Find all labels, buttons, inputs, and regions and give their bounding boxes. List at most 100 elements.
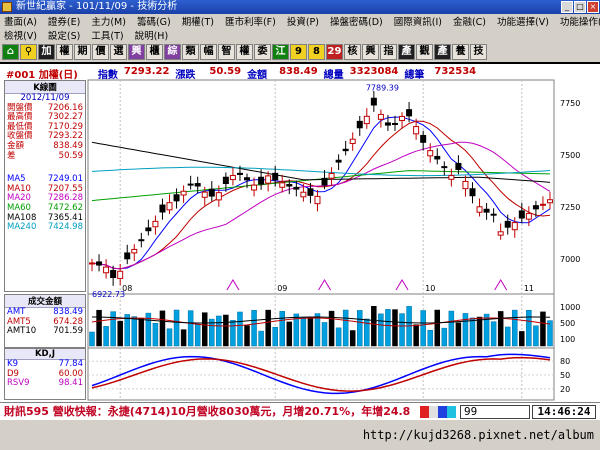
volume-bar: [124, 314, 130, 347]
kd-row: K9 77.84: [5, 359, 85, 370]
menu-item-a-3[interactable]: 籌碼(G): [136, 17, 171, 28]
toolbar-button-12[interactable]: 委: [254, 44, 271, 60]
menu-item-b-3[interactable]: 說明(H): [134, 31, 169, 42]
kd-value: 60.00: [58, 368, 83, 379]
ma240-line: [91, 166, 551, 177]
toolbar-button-2[interactable]: 期: [74, 44, 91, 60]
toolbar-button-8[interactable]: 類: [182, 44, 199, 60]
candle-body: [124, 252, 131, 260]
menu-item-b-1[interactable]: 設定(S): [47, 31, 81, 42]
toolbar-button-7[interactable]: 綜: [164, 44, 181, 60]
menu-item-a-6[interactable]: 投資(P): [286, 17, 319, 28]
candle-body: [251, 184, 258, 191]
candle-body: [490, 213, 497, 216]
volume-bar: [476, 316, 483, 347]
ma-row: MA10 7207.55: [5, 184, 85, 195]
home-icon[interactable]: ⌂: [2, 44, 19, 60]
kline-value: 7293.22: [47, 131, 83, 142]
menu-item-a-5[interactable]: 匯市利率(F): [224, 17, 276, 28]
candle-body: [391, 122, 398, 125]
toolbar-button-1[interactable]: 權: [56, 44, 73, 60]
kline-panel: K線圖 2012/11/09 開盤價 7206.16 最高價 7302.27 最低價 71…: [4, 80, 86, 292]
candle-body: [286, 184, 293, 187]
volume-bar: [286, 321, 293, 347]
toolbar-button-20[interactable]: 產: [398, 44, 415, 60]
kline-row: 最低價 7170.29: [5, 122, 85, 133]
toolbar-button-18[interactable]: 興: [362, 44, 379, 60]
kline-row: 金額 838.49: [5, 140, 85, 152]
toolbar-button-13[interactable]: 江: [272, 44, 289, 60]
close-icon[interactable]: ×: [587, 1, 599, 13]
chart-canvas[interactable]: 08 09 10 11 7750 7500 7250 7000 7789.39 6922.73 10…: [0, 64, 600, 402]
menu-item-a-7[interactable]: 操盤密碼(D): [330, 17, 383, 28]
kline-label: 金額: [7, 140, 25, 151]
toolbar-button-23[interactable]: 養: [452, 44, 469, 60]
volume-bar: [399, 313, 405, 347]
candle-body: [462, 180, 469, 190]
volume-row: AMT 838.49: [5, 307, 85, 318]
volume-label: 總量: [323, 70, 344, 81]
toolbar-button-5[interactable]: 興: [128, 44, 145, 60]
toolbar-button-21[interactable]: 觀: [416, 44, 433, 60]
toolbar-button-17[interactable]: 核: [344, 44, 361, 60]
toolbar-button-10[interactable]: 智: [218, 44, 235, 60]
candle-body: [483, 208, 490, 213]
menu-item-a-10[interactable]: 功能選擇(V): [497, 17, 549, 28]
toolbar-button-19[interactable]: 指: [380, 44, 397, 60]
volume-bar: [152, 323, 159, 347]
candle-body: [370, 97, 377, 106]
menu-item-a-11[interactable]: 功能操作(F): [559, 17, 600, 28]
page-input[interactable]: 99: [460, 405, 530, 419]
clock: 14:46:24: [532, 405, 596, 419]
volume-bar: [244, 325, 250, 347]
menu-item-a-8[interactable]: 國際資訊(I): [393, 17, 442, 28]
toolbar-button-14[interactable]: 9: [290, 44, 307, 60]
maximize-icon[interactable]: □: [574, 1, 586, 13]
volume-bar: [455, 322, 462, 347]
search-icon[interactable]: ⚲: [20, 44, 37, 60]
menu-item-b-2[interactable]: 工具(T): [91, 31, 124, 42]
color-legend: [420, 406, 456, 418]
url-text: http://kujd3268.pixnet.net/album: [362, 428, 594, 442]
volume-tick-label: 100: [560, 335, 575, 344]
kd-lines: [91, 353, 551, 395]
kd-label: RSV9: [7, 378, 30, 389]
marker-triangle: [494, 279, 508, 291]
menu-item-a-9[interactable]: 金融(C): [452, 17, 486, 28]
menu-item-a-4[interactable]: 期權(T): [181, 17, 214, 28]
toolbar-button-24[interactable]: 技: [470, 44, 487, 60]
candle-body: [377, 113, 384, 120]
volume-bar: [96, 309, 102, 347]
candle-body: [166, 202, 173, 211]
volume-bar: [110, 311, 116, 347]
candle-body: [258, 176, 265, 185]
toolbar-button-4[interactable]: 選: [110, 44, 127, 60]
toolbar-button-15[interactable]: 8: [308, 44, 325, 60]
toolbar-button-11[interactable]: 權: [236, 44, 253, 60]
amt10-line: [91, 316, 551, 324]
toolbar-button-6[interactable]: 櫃: [146, 44, 163, 60]
toolbar-button-9[interactable]: 幅: [200, 44, 217, 60]
candle-body: [356, 120, 363, 129]
menu-item-a-2[interactable]: 主力(M): [91, 17, 126, 28]
volume-bar: [497, 311, 504, 347]
toolbar-button-0[interactable]: 加: [38, 44, 55, 60]
menu-item-a-1[interactable]: 證券(E): [47, 17, 81, 28]
low-label: 6922.73: [92, 290, 125, 299]
kline-row: 開盤價 7206.16: [5, 103, 85, 114]
toolbar-button-16[interactable]: 29: [326, 44, 343, 60]
k9-line: [91, 353, 551, 395]
volume-bar: [321, 322, 328, 347]
menu-item-b-0[interactable]: 檢視(V): [4, 31, 37, 42]
volume-bar: [427, 329, 433, 347]
toolbar-button-3[interactable]: 價: [92, 44, 109, 60]
minimize-icon[interactable]: _: [561, 1, 573, 13]
volume-title: 成交金額: [5, 295, 85, 308]
volume-bar: [490, 321, 497, 347]
menu-item-a-0[interactable]: 畫面(A): [4, 17, 37, 28]
d9-line: [91, 356, 551, 392]
volume-bar: [307, 317, 314, 347]
kd-tick-label: 20: [560, 385, 570, 394]
toolbar-button-22[interactable]: 產: [434, 44, 451, 60]
candle-body: [342, 148, 349, 152]
